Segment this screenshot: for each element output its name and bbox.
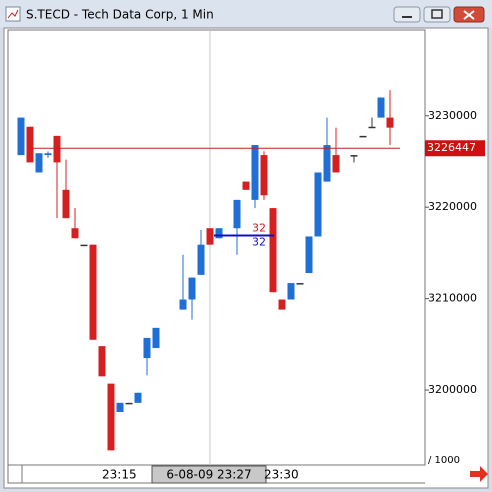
candle-body (62, 189, 70, 219)
y-tick-label: 3230000 (428, 109, 477, 122)
candle-body (359, 135, 367, 138)
candle-body (71, 228, 79, 239)
y-tick-label: 3210000 (428, 292, 477, 305)
candle-body (233, 199, 241, 229)
candle-body (305, 236, 313, 274)
candle-body (53, 135, 61, 163)
candle-body (386, 117, 394, 128)
candle-body (134, 392, 142, 403)
scale-label: / 1000 (428, 455, 460, 466)
candle-body (287, 283, 295, 300)
order-label-buy: 32 (252, 236, 266, 249)
candle-body (197, 244, 205, 275)
candle-body (332, 155, 340, 173)
current-price-box (425, 140, 485, 157)
plot-area (7, 29, 426, 466)
close-glyph (463, 10, 475, 20)
maximize-glyph (431, 9, 443, 19)
candle-body (323, 145, 331, 182)
maximize-button[interactable] (423, 6, 451, 23)
candle-body (17, 117, 25, 156)
candle-body (188, 277, 196, 300)
candle-body (26, 126, 34, 163)
candle-body (152, 327, 160, 348)
candle-body (260, 155, 268, 196)
candle-body (179, 299, 187, 310)
candle-body (98, 346, 106, 377)
current-price-label: 3226447 (427, 141, 476, 154)
candle-body (278, 299, 286, 310)
app-icon-glyph (7, 9, 19, 19)
candle-body (206, 228, 214, 245)
y-tick-label: 3220000 (428, 200, 477, 213)
candle-body (143, 337, 151, 359)
candle-body (296, 283, 304, 285)
x-tick-label: 23:30 (264, 468, 299, 482)
candle-body (80, 244, 88, 247)
candle-body (242, 181, 250, 190)
candle-body (314, 172, 322, 237)
candle-body (350, 155, 358, 157)
window-title: S.TECD - Tech Data Corp, 1 Min (26, 8, 214, 22)
candle-body (368, 126, 376, 129)
x-tick-label: 23:15 (102, 468, 137, 482)
candle-body (107, 383, 115, 451)
minimize-button[interactable] (393, 6, 421, 23)
candle-body (377, 97, 385, 118)
candle-body (269, 208, 277, 293)
order-label-sell: 32 (252, 222, 266, 235)
candle-body (251, 145, 259, 200)
candle-body (35, 153, 43, 173)
candle-body (89, 244, 97, 340)
cursor-label: 6-08-09 23:27 (166, 468, 251, 482)
candle-body (125, 402, 133, 405)
candle-body (215, 228, 223, 239)
scroll-arrow[interactable] (470, 466, 488, 482)
cursor-label-box (151, 465, 267, 484)
candle-body (116, 402, 124, 412)
y-tick-label: 3200000 (428, 383, 477, 396)
candle-body (44, 153, 52, 156)
scroll-box[interactable] (7, 464, 23, 484)
